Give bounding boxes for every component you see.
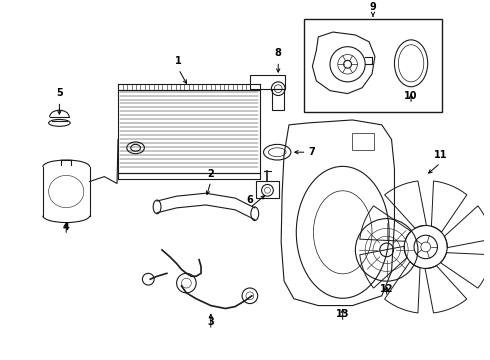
Text: 11: 11 [434,150,447,160]
Text: 1: 1 [175,56,182,66]
Bar [272,89,284,110]
Bar [250,75,285,89]
Text: 3: 3 [207,317,214,327]
Text: 2: 2 [207,168,214,179]
Text: 9: 9 [369,1,376,12]
Bar [118,90,260,173]
Text: 7: 7 [309,147,315,157]
Text: 12: 12 [380,284,393,294]
Text: 5: 5 [56,89,63,99]
Bar [352,133,374,150]
Text: 13: 13 [336,309,349,319]
Text: 6: 6 [246,195,253,205]
Text: 8: 8 [275,48,282,58]
Bar [256,180,279,198]
Text: 10: 10 [404,91,418,102]
Text: 4: 4 [63,222,70,232]
Bar [304,19,442,112]
